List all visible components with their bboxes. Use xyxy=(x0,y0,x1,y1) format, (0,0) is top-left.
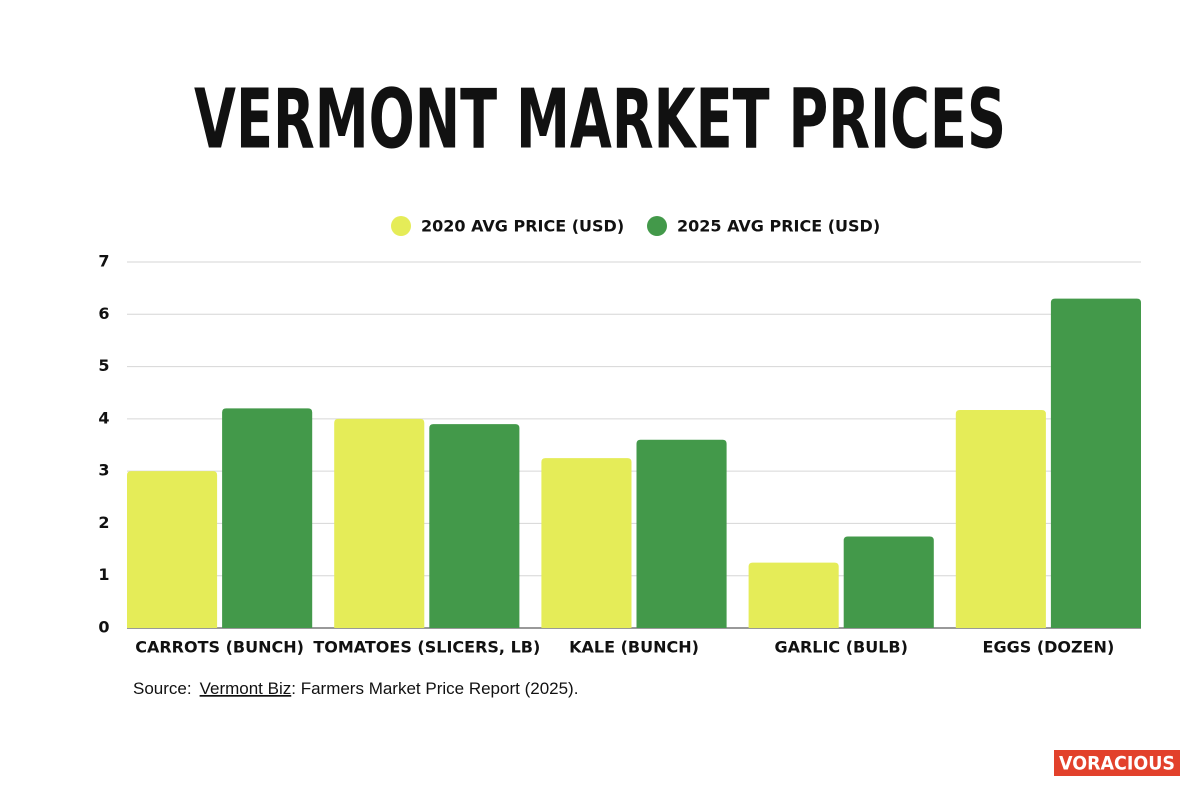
y-tick-label: 5 xyxy=(98,356,109,375)
bar xyxy=(429,424,520,628)
y-tick-label: 3 xyxy=(98,461,109,480)
bar xyxy=(334,418,425,628)
source-link[interactable]: Vermont Biz xyxy=(200,679,292,698)
x-tick-label: CARROTS (BUNCH) xyxy=(135,638,304,657)
legend-label: 2020 AVG PRICE (USD) xyxy=(421,217,624,236)
legend-swatch xyxy=(647,216,667,236)
bar xyxy=(541,458,632,628)
source-prefix: Source: xyxy=(133,679,192,698)
x-tick-label: TOMATOES (SLICERS, LB) xyxy=(313,638,540,657)
y-tick-label: 1 xyxy=(98,565,109,584)
y-tick-label: 4 xyxy=(98,408,109,427)
y-tick-label: 6 xyxy=(98,304,109,323)
legend-swatch xyxy=(391,216,411,236)
x-tick-label: KALE (BUNCH) xyxy=(569,638,699,657)
legend-label: 2025 AVG PRICE (USD) xyxy=(677,217,880,236)
chart-title: VERMONT MARKET PRICES xyxy=(194,72,1006,167)
bar xyxy=(222,408,313,628)
bar xyxy=(127,471,218,628)
y-tick-label: 2 xyxy=(98,513,109,532)
bar xyxy=(843,536,934,628)
bar xyxy=(1050,298,1141,628)
bar xyxy=(748,562,839,628)
bar xyxy=(955,409,1046,628)
bar xyxy=(636,439,727,628)
source-rest: : Farmers Market Price Report (2025). xyxy=(291,679,578,698)
brand-logo: VORACIOUS xyxy=(1059,753,1175,775)
brand-badge xyxy=(1054,750,1180,776)
source-note: Source: Vermont Biz: Farmers Market Price… xyxy=(133,679,578,698)
x-tick-label: EGGS (DOZEN) xyxy=(983,638,1115,657)
y-tick-label: 0 xyxy=(98,618,109,637)
y-tick-label: 7 xyxy=(98,252,109,271)
x-tick-label: GARLIC (BULB) xyxy=(774,638,908,657)
